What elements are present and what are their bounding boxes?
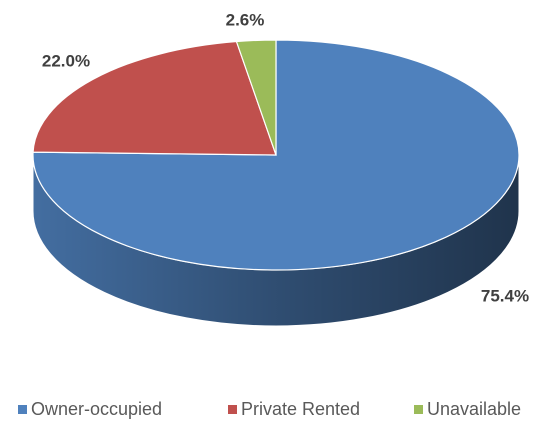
legend-marker <box>228 405 237 414</box>
data-label: 2.6% <box>226 10 265 29</box>
legend-label: Owner-occupied <box>31 399 162 419</box>
data-label: 22.0% <box>42 51 90 70</box>
legend-label: Unavailable <box>427 399 521 419</box>
slice <box>235 39 277 156</box>
legend-label: Private Rented <box>241 399 360 419</box>
data-label: 75.4% <box>481 286 529 305</box>
legend-marker <box>414 405 423 414</box>
slice <box>32 40 277 156</box>
legend-marker <box>18 405 27 414</box>
